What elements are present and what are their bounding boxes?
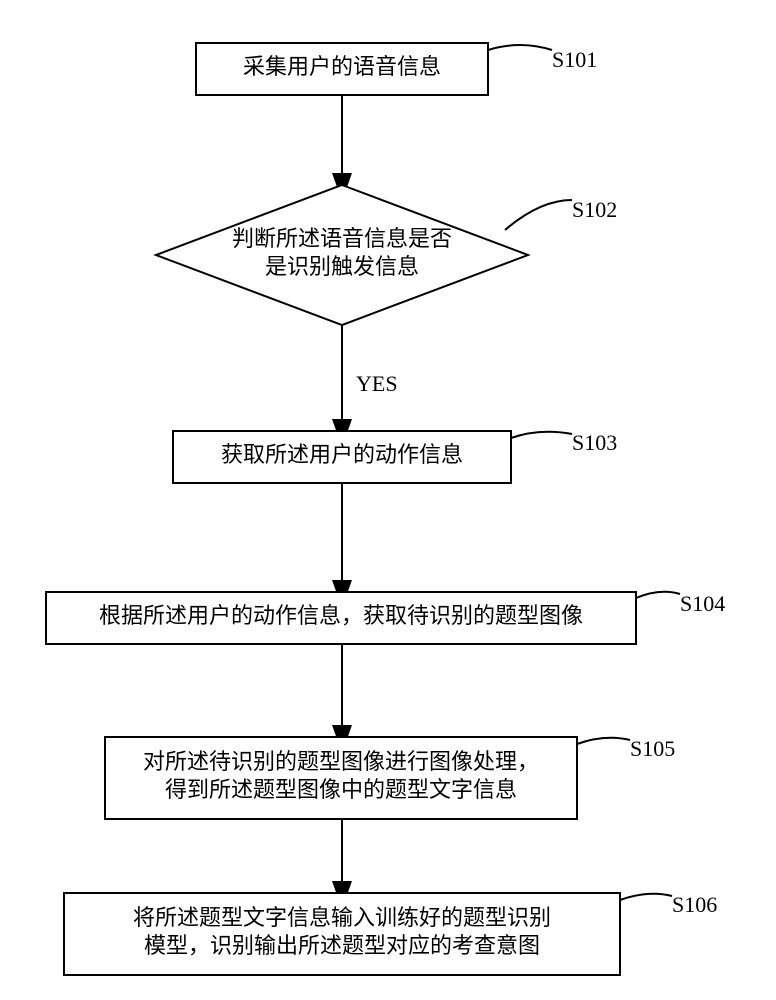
node-S106: 将所述题型文字信息输入训练好的题型识别模型，识别输出所述题型对应的考查意图 <box>64 893 620 975</box>
node-S105-text-1: 得到所述题型图像中的题型文字信息 <box>165 777 517 802</box>
node-S106-text-1: 模型，识别输出所述题型对应的考查意图 <box>144 933 540 958</box>
leader-S101 <box>488 45 552 50</box>
node-S104: 根据所述用户的动作信息，获取待识别的题型图像 <box>46 592 636 644</box>
node-S102-text-0: 判断所述语音信息是否 <box>232 226 452 251</box>
step-label-S101: S101 <box>552 47 597 72</box>
leader-S106 <box>620 894 672 900</box>
step-label-S104: S104 <box>680 591 725 616</box>
step-label-S102: S102 <box>572 197 617 222</box>
leader-S104 <box>636 592 680 598</box>
node-S102: 判断所述语音信息是否是识别触发信息 <box>156 185 528 325</box>
node-S102-text-1: 是识别触发信息 <box>265 254 419 279</box>
step-label-S105: S105 <box>630 736 675 761</box>
leader-S102 <box>505 200 572 230</box>
node-S105-text-0: 对所述待识别的题型图像进行图像处理， <box>143 749 539 774</box>
flowchart-diagram: YES 采集用户的语音信息判断所述语音信息是否是识别触发信息获取所述用户的动作信… <box>0 0 776 1000</box>
node-S101: 采集用户的语音信息 <box>196 43 488 95</box>
edge-label-S102-S103: YES <box>356 371 398 396</box>
node-S106-text-0: 将所述题型文字信息输入训练好的题型识别 <box>133 905 551 930</box>
node-S104-text-0: 根据所述用户的动作信息，获取待识别的题型图像 <box>99 603 583 628</box>
node-S101-text-0: 采集用户的语音信息 <box>243 54 441 79</box>
step-label-S103: S103 <box>572 430 617 455</box>
node-S105: 对所述待识别的题型图像进行图像处理， 得到所述题型图像中的题型文字信息 <box>105 737 577 819</box>
leader-S105 <box>577 738 630 744</box>
node-S103: 获取所述用户的动作信息 <box>173 431 511 483</box>
leader-S103 <box>511 432 572 438</box>
step-label-S106: S106 <box>672 892 717 917</box>
node-S103-text-0: 获取所述用户的动作信息 <box>221 442 463 467</box>
